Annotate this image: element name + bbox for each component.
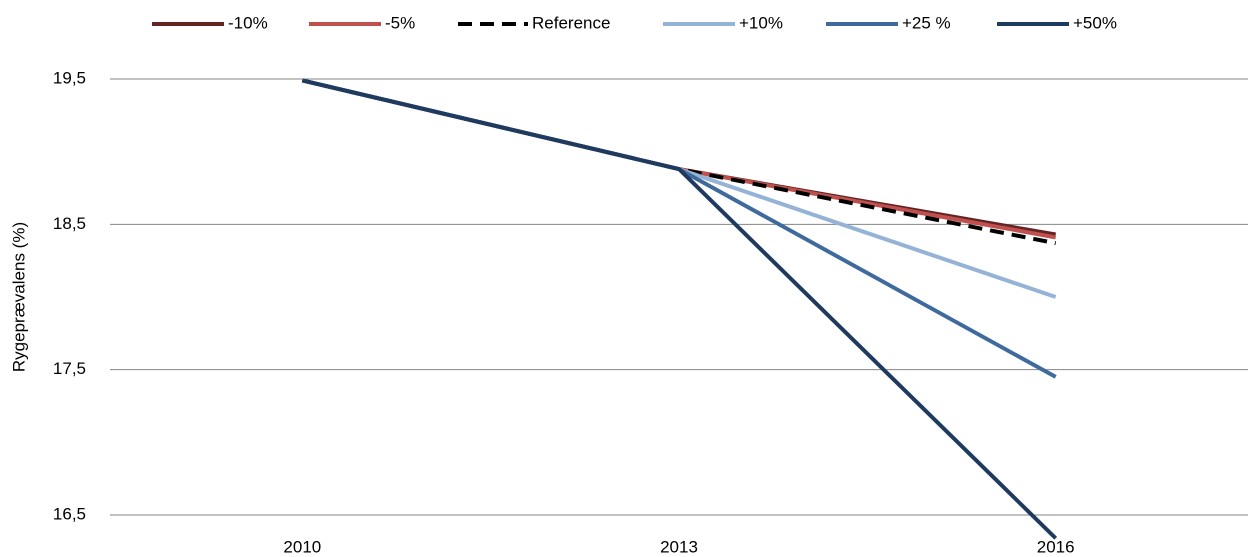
- y-tick-label: 16,5: [53, 504, 86, 523]
- x-tick-label: 2013: [660, 537, 698, 556]
- legend-label: +25 %: [902, 13, 951, 32]
- series-line: [301, 78, 1057, 299]
- x-tick-label: 2016: [1037, 537, 1075, 556]
- y-axis-label: Rygeprævalens (%): [9, 222, 28, 372]
- x-tick-label: 2010: [283, 537, 321, 556]
- series-line: [301, 78, 1057, 379]
- y-tick-label: 17,5: [53, 359, 86, 378]
- y-tick-label: 18,5: [53, 214, 86, 233]
- series-line: [301, 78, 1058, 540]
- y-tick-label: 19,5: [53, 68, 86, 87]
- legend-label: +50%: [1073, 13, 1117, 32]
- legend-label: +10%: [739, 13, 783, 32]
- legend-label: Reference: [532, 13, 610, 32]
- series-line: [301, 78, 1057, 237]
- legend-label: -5%: [385, 13, 415, 32]
- legend-label: -10%: [228, 13, 268, 32]
